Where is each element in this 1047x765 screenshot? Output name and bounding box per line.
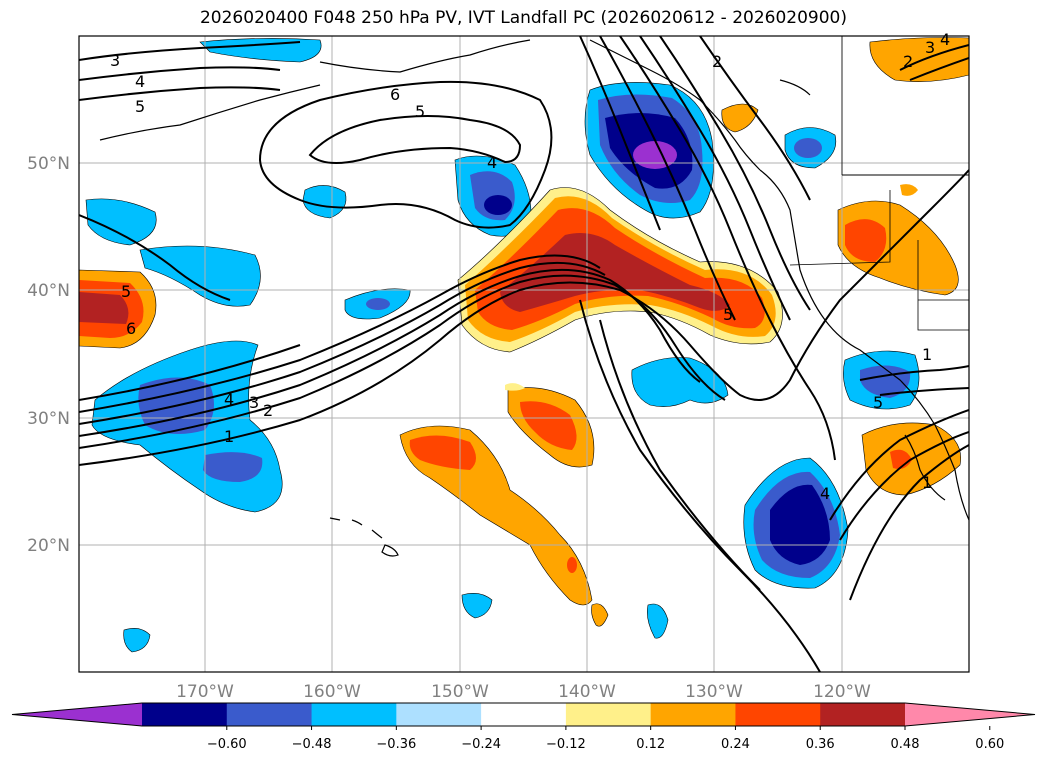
colorbar-tick-label: 0.36 <box>806 737 835 752</box>
lon-label: 140°W <box>558 682 616 702</box>
colorbar-extend-high <box>905 703 1035 726</box>
pv-contours <box>79 36 969 672</box>
colorbar-segment <box>650 703 736 726</box>
lat-label: 50°N <box>27 154 70 174</box>
colorbar-outline <box>11 702 1036 727</box>
contour-label: 1 <box>922 345 932 364</box>
contour-label: 1 <box>922 473 932 492</box>
lat-label: 30°N <box>27 409 70 429</box>
colorbar-tick-label: 0.60 <box>975 737 1004 752</box>
contour-label: 4 <box>487 153 497 172</box>
contour-label: 2 <box>712 52 722 71</box>
contour-label: 5 <box>723 305 733 324</box>
positive-anomaly-shading <box>79 37 969 627</box>
colorbar-tick-label: 0.48 <box>891 737 920 752</box>
contour-label: 2 <box>903 52 913 71</box>
colorbar-tick-label: −0.36 <box>376 737 416 752</box>
colorbar-segment <box>565 703 652 726</box>
lon-label: 150°W <box>431 682 489 702</box>
contour-label: 5 <box>135 97 145 116</box>
contour-label: 4 <box>820 484 830 503</box>
contour-label: 4 <box>940 30 950 49</box>
coastlines <box>99 36 969 557</box>
lat-label: 40°N <box>27 281 70 301</box>
contour-labels: 3 4 5 6 5 4 2 3 4 2 5 6 4 3 2 1 5 1 5 1 … <box>110 30 950 503</box>
map-title: 2026020400 F048 250 hPa PV, IVT Landfall… <box>199 8 847 28</box>
colorbar-segment <box>142 703 228 726</box>
lon-label: 160°W <box>303 682 361 702</box>
lon-label: 130°W <box>685 682 743 702</box>
contour-label: 5 <box>121 282 131 301</box>
contour-label: 6 <box>126 319 136 338</box>
contour-label: 4 <box>224 390 234 409</box>
colorbar-tick-label: −0.60 <box>207 737 247 752</box>
contour-label: 5 <box>415 102 425 121</box>
contour-label: 1 <box>224 427 234 446</box>
lon-label: 120°W <box>813 682 871 702</box>
colorbar: −0.60 −0.48 −0.36 −0.24 −0.12 0.12 0.24 0.36 0.4… <box>11 702 1036 752</box>
contour-label: 4 <box>135 72 145 91</box>
colorbar-tick-label: 0.12 <box>636 737 665 752</box>
contour-label: 3 <box>249 393 259 412</box>
colorbar-segment <box>481 703 567 726</box>
colorbar-segment <box>311 703 397 726</box>
colorbar-tick-label: −0.12 <box>546 737 586 752</box>
colorbar-segment <box>735 703 821 726</box>
lat-label: 20°N <box>27 536 70 556</box>
contour-label: 3 <box>110 51 120 70</box>
lon-label: 170°W <box>176 682 234 702</box>
contour-label: 3 <box>925 38 935 57</box>
longitude-labels: 170°W 160°W 150°W 140°W 130°W 120°W <box>176 682 871 702</box>
colorbar-segment <box>226 703 313 726</box>
contour-label: 5 <box>873 393 883 412</box>
colorbar-extend-low <box>12 703 142 726</box>
contour-label: 2 <box>263 401 273 420</box>
colorbar-segment <box>820 703 906 726</box>
latitude-labels: 50°N 40°N 30°N 20°N <box>27 154 70 556</box>
colorbar-segment <box>396 703 482 726</box>
colorbar-tick-label: 0.24 <box>721 737 750 752</box>
colorbar-tick-label: −0.24 <box>461 737 501 752</box>
contour-label: 6 <box>390 85 400 104</box>
plot-frame <box>78 35 970 673</box>
graticule <box>79 36 969 672</box>
colorbar-tick-label: −0.48 <box>292 737 332 752</box>
